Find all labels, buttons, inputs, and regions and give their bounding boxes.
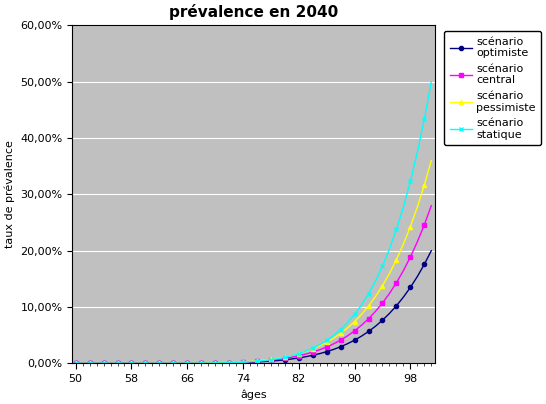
scénario
central [198, 361, 204, 366]
scénario
central [400, 268, 407, 273]
scénario
central [73, 361, 79, 366]
scénario
statique [73, 361, 79, 366]
Title: prévalence en 2040: prévalence en 2040 [169, 4, 338, 20]
scénario
central [100, 361, 107, 366]
scénario
optimiste [288, 356, 295, 361]
scénario
statique [428, 80, 435, 84]
scénario
pessimiste [240, 360, 246, 364]
Line: scénario
optimiste: scénario optimiste [74, 248, 434, 366]
X-axis label: âges: âges [240, 389, 267, 400]
Legend: scénario
optimiste, scénario
central, scénario
pessimiste, scénario
statique: scénario optimiste, scénario central, sc… [444, 31, 541, 145]
scénario
statique [198, 361, 204, 366]
scénario
pessimiste [73, 361, 79, 366]
scénario
central [240, 360, 246, 365]
Line: scénario
pessimiste: scénario pessimiste [74, 158, 434, 366]
scénario
central [428, 203, 435, 208]
scénario
pessimiste [288, 353, 295, 358]
Line: scénario
central: scénario central [74, 204, 434, 366]
scénario
pessimiste [100, 361, 107, 366]
scénario
pessimiste [400, 242, 407, 246]
Y-axis label: taux de prévalence: taux de prévalence [4, 141, 15, 248]
scénario
statique [302, 349, 309, 354]
scénario
pessimiste [428, 158, 435, 163]
scénario
optimiste [73, 361, 79, 366]
scénario
pessimiste [198, 361, 204, 366]
scénario
optimiste [198, 361, 204, 366]
scénario
statique [100, 361, 107, 366]
scénario
pessimiste [302, 349, 309, 354]
scénario
optimiste [240, 360, 246, 365]
scénario
optimiste [400, 295, 407, 299]
scénario
optimiste [302, 354, 309, 359]
scénario
central [302, 351, 309, 356]
scénario
optimiste [100, 361, 107, 366]
scénario
statique [288, 353, 295, 358]
scénario
statique [400, 204, 407, 209]
scénario
central [288, 355, 295, 360]
scénario
optimiste [428, 248, 435, 253]
Line: scénario
statique: scénario statique [74, 80, 434, 366]
scénario
statique [240, 360, 246, 364]
